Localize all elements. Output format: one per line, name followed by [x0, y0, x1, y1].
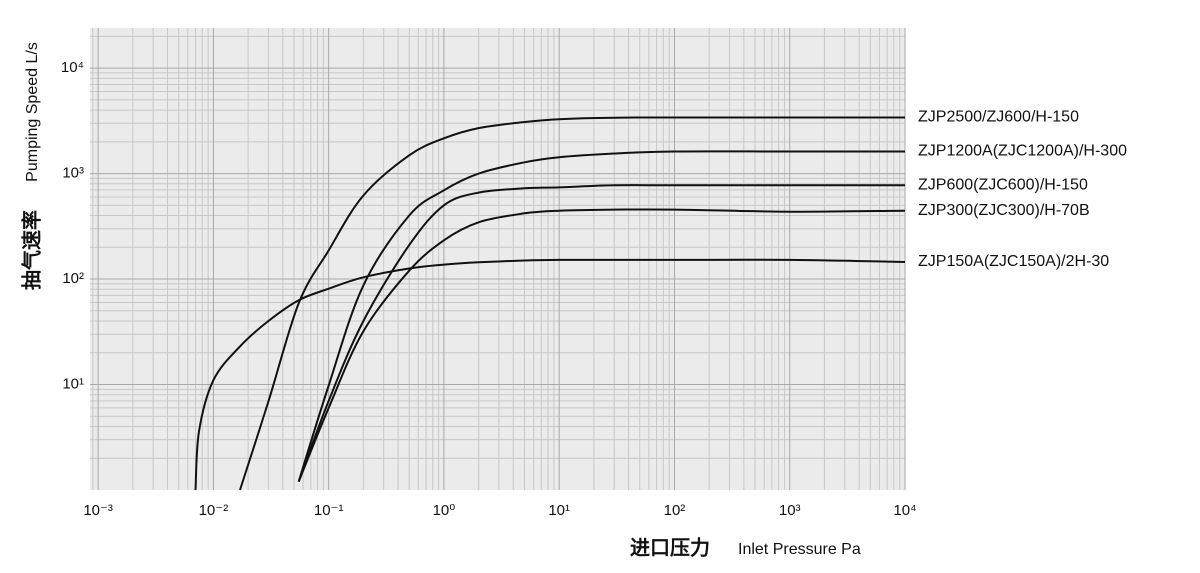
y-tick-label: 10³ [62, 165, 84, 182]
series-label: ZJP300(ZJC300)/H-70B [918, 202, 1090, 219]
series-line [297, 150, 905, 482]
x-tick-label: 10³ [779, 502, 801, 519]
series-label: ZJP150A(ZJC150A)/2H-30 [918, 253, 1109, 270]
y-subtitle: Pumping Speed L/s [24, 42, 41, 182]
x-tick-label: 10¹ [548, 502, 570, 519]
x-tick-label: 10⁻³ [83, 502, 113, 519]
series-label: ZJP600(ZJC600)/H-150 [918, 176, 1088, 193]
x-subtitle: Inlet Pressure Pa [738, 541, 861, 558]
y-title: 抽气速率 [19, 210, 43, 290]
series-line [297, 208, 906, 482]
y-tick-label: 10² [62, 270, 84, 287]
x-tick-label: 10⁻² [199, 502, 229, 519]
series-line [239, 116, 905, 491]
y-tick-label: 10¹ [62, 375, 84, 392]
x-tick-label: 10⁴ [893, 502, 916, 519]
y-tick-label: 10⁴ [61, 59, 84, 76]
x-tick-label: 10⁰ [433, 502, 456, 519]
series-line [194, 258, 906, 491]
series-label: ZJP2500/ZJ600/H-150 [918, 109, 1079, 126]
series-label: ZJP1200A(ZJC1200A)/H-300 [918, 143, 1127, 160]
series-line [297, 184, 905, 482]
x-tick-label: 10⁻¹ [314, 502, 344, 519]
x-tick-label: 10² [664, 502, 686, 519]
x-title: 进口压力 [630, 536, 710, 559]
